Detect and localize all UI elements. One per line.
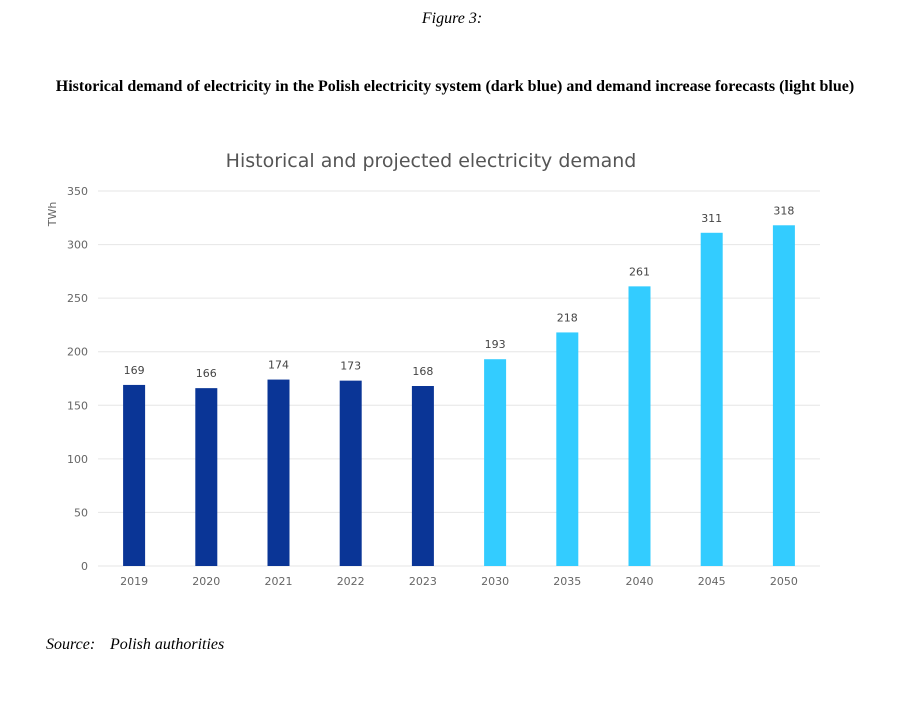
bars: [123, 225, 795, 566]
data-label: 311: [701, 212, 722, 225]
data-label: 261: [629, 265, 650, 278]
x-tick-label: 2020: [192, 575, 220, 588]
y-axis-ticks: 0 50 100 150 200 250 300 350: [67, 185, 88, 573]
data-label: 166: [196, 367, 217, 380]
bar: [411, 386, 434, 566]
source-note: Source: Polish authorities: [46, 636, 224, 654]
data-label: 169: [124, 364, 145, 377]
data-labels: 169 166 174 173 168 193 218 261 311 318: [124, 204, 795, 380]
bar: [123, 384, 146, 566]
y-tick-label: 200: [67, 346, 88, 359]
bar: [772, 225, 795, 566]
x-tick-label: 2050: [770, 575, 798, 588]
y-tick-label: 100: [67, 453, 88, 466]
x-tick-label: 2045: [698, 575, 726, 588]
x-tick-label: 2023: [409, 575, 437, 588]
data-label: 174: [268, 359, 289, 372]
data-label: 218: [557, 311, 578, 324]
bar: [339, 380, 362, 566]
source-text: Polish authorities: [110, 636, 225, 653]
y-axis-label: TWh: [46, 202, 59, 228]
data-label: 173: [340, 360, 361, 373]
bar: [556, 332, 579, 566]
data-label: 193: [485, 338, 506, 351]
source-label: Source:: [46, 636, 96, 653]
y-tick-label: 250: [67, 292, 88, 305]
x-tick-label: 2035: [553, 575, 581, 588]
figure-label: Figure 3:: [421, 10, 483, 27]
y-tick-label: 350: [67, 185, 88, 198]
y-tick-label: 50: [74, 506, 88, 519]
x-axis-ticks: 2019 2020 2021 2022 2023 2030 2035 2040 2045 2050: [120, 575, 798, 588]
bar-chart: 0 50 100 150 200 250 300 350 169 166 174 173 168 193…: [46, 185, 820, 588]
bar: [700, 232, 723, 566]
chart-title: Historical and projected electricity dem…: [225, 150, 637, 172]
data-label: 318: [773, 204, 794, 217]
x-tick-label: 2021: [265, 575, 293, 588]
y-tick-label: 150: [67, 399, 88, 412]
x-tick-label: 2019: [120, 575, 148, 588]
data-label: 168: [412, 365, 433, 378]
bar: [628, 286, 651, 566]
x-tick-label: 2030: [481, 575, 509, 588]
y-tick-label: 0: [81, 560, 88, 573]
bar: [195, 388, 218, 566]
x-tick-label: 2022: [337, 575, 365, 588]
bar: [484, 359, 507, 566]
gridlines: [98, 190, 820, 567]
figure-title: Historical demand of electricity in the …: [55, 78, 855, 95]
x-tick-label: 2040: [626, 575, 654, 588]
y-tick-label: 300: [67, 239, 88, 252]
bar: [267, 379, 290, 566]
